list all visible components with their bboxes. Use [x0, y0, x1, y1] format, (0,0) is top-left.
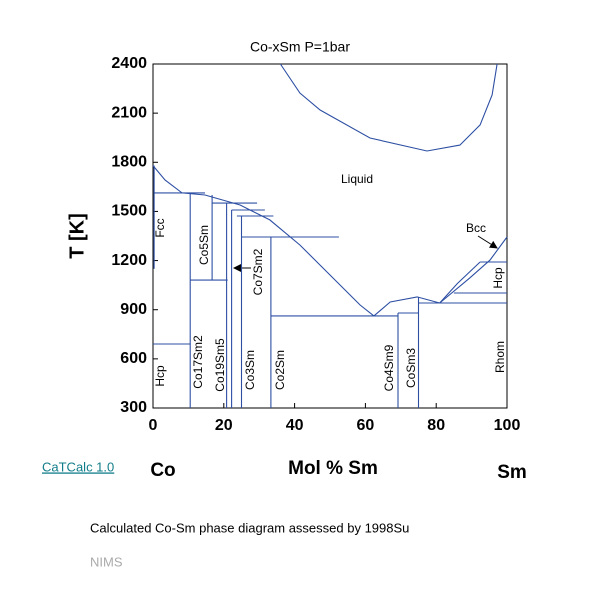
phase-label: Co17Sm2	[191, 335, 205, 389]
x-right-label: Sm	[497, 462, 527, 483]
phase-label: CoSm3	[404, 348, 418, 388]
y-tick-label: 1500	[111, 203, 147, 220]
x-axis-label: Mol % Sm	[288, 458, 378, 479]
phase-label: Co4Sm9	[382, 344, 396, 391]
y-tick-label: 300	[120, 399, 147, 416]
catcalc-link[interactable]: CaTCalc 1.0	[42, 459, 114, 474]
caption: Calculated Co-Sm phase diagram assessed …	[90, 520, 409, 535]
phase-label: Liquid	[341, 172, 373, 186]
y-tick-label: 2400	[111, 55, 147, 72]
phase-boundary	[373, 296, 440, 317]
x-tick-label: 100	[494, 417, 521, 434]
phase-label: Bcc	[466, 221, 486, 235]
y-tick-label: 600	[120, 350, 147, 367]
y-tick-label: 900	[120, 301, 147, 318]
phase-boundary	[439, 261, 481, 304]
phase-boundary	[279, 63, 498, 152]
x-tick-label: 0	[149, 417, 158, 434]
y-tick-label: 1200	[111, 252, 147, 269]
x-tick-label: 40	[286, 417, 304, 434]
phase-label: Co2Sm	[273, 350, 287, 390]
phase-label: Rhom	[493, 341, 507, 373]
arrow	[477, 235, 498, 249]
phase-label: Co7Sm2	[251, 248, 265, 295]
plot-frame	[152, 63, 508, 409]
phase-label: Co3Sm	[243, 350, 257, 390]
phase-boundary	[439, 236, 508, 304]
chart-title: Co-xSm P=1bar	[250, 39, 350, 55]
phase-boundary	[152, 165, 375, 317]
x-left-label: Co	[150, 460, 175, 481]
phase-label: Fcc	[153, 218, 167, 237]
x-tick-label: 20	[215, 417, 233, 434]
phase-label: Co19Sm5	[213, 338, 227, 392]
x-tick-label: 60	[357, 417, 375, 434]
phase-label: Co5Sm	[197, 225, 211, 265]
footer: NIMS	[90, 554, 123, 569]
y-tick-label: 2100	[111, 104, 147, 121]
y-tick-label: 1800	[111, 154, 147, 171]
phase-label: Hcp	[491, 267, 505, 289]
x-tick-label: 80	[427, 417, 445, 434]
phase-label: Hcp	[153, 365, 167, 387]
y-axis-label: T [K]	[66, 213, 88, 259]
